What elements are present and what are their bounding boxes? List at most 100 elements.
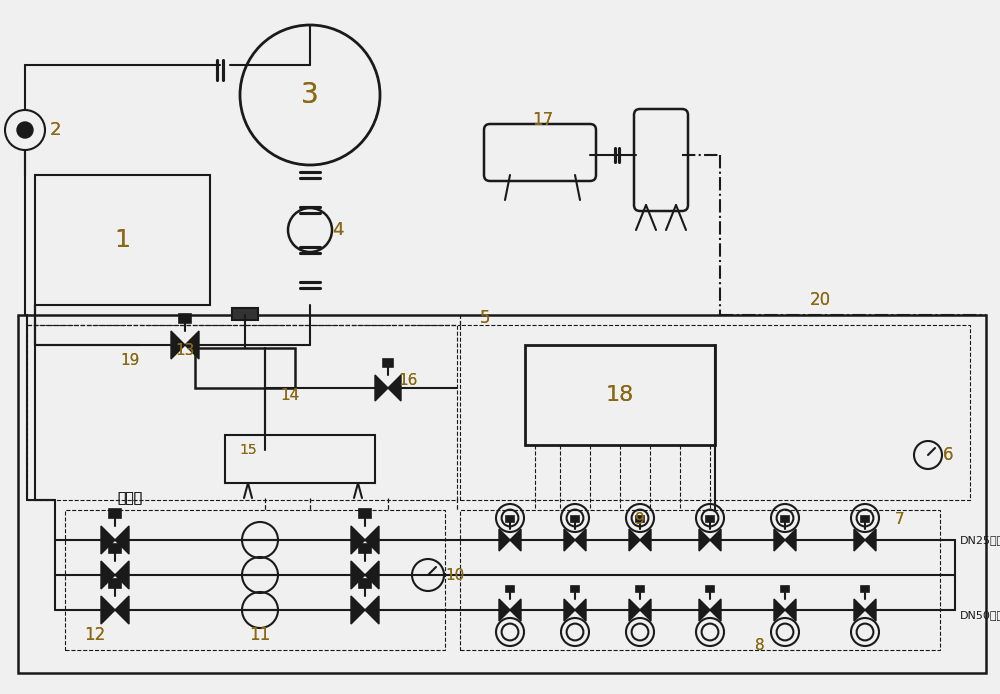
Text: 15: 15 <box>239 443 257 457</box>
Text: 16: 16 <box>398 373 418 387</box>
Polygon shape <box>785 599 796 621</box>
Text: 18: 18 <box>606 385 634 405</box>
Bar <box>861 586 869 593</box>
Text: 19: 19 <box>120 353 140 368</box>
Polygon shape <box>575 599 586 621</box>
Text: 4: 4 <box>332 221 344 239</box>
Text: 11: 11 <box>249 626 271 644</box>
Text: 2: 2 <box>49 121 61 139</box>
Polygon shape <box>351 561 365 589</box>
Bar <box>506 586 514 593</box>
Text: 1: 1 <box>114 228 130 252</box>
Text: 17: 17 <box>532 111 554 129</box>
Bar <box>571 516 579 523</box>
Circle shape <box>17 122 33 138</box>
Text: 8: 8 <box>755 638 765 652</box>
Polygon shape <box>865 599 876 621</box>
Bar <box>781 516 789 523</box>
Text: 回水箱: 回水箱 <box>117 491 143 505</box>
Text: 2: 2 <box>49 121 61 139</box>
Bar <box>359 544 371 552</box>
Polygon shape <box>365 526 379 554</box>
Text: 5: 5 <box>480 309 490 327</box>
Polygon shape <box>115 526 129 554</box>
Polygon shape <box>629 599 640 621</box>
Polygon shape <box>171 331 185 359</box>
Polygon shape <box>351 526 365 554</box>
Bar <box>506 516 514 523</box>
Text: 11: 11 <box>249 626 271 644</box>
Polygon shape <box>710 529 721 551</box>
Bar <box>460 325 970 500</box>
Bar <box>109 509 121 518</box>
Polygon shape <box>710 599 721 621</box>
Text: 13: 13 <box>175 343 195 357</box>
Polygon shape <box>564 599 575 621</box>
Polygon shape <box>629 529 640 551</box>
Text: DN50管线: DN50管线 <box>960 610 1000 620</box>
Text: 4: 4 <box>332 221 344 239</box>
Text: 5: 5 <box>480 309 490 327</box>
Text: 9: 9 <box>635 512 645 527</box>
Text: 回水箱: 回水箱 <box>117 491 143 505</box>
Text: 8: 8 <box>755 638 765 652</box>
Bar <box>460 510 940 650</box>
Bar <box>27 325 457 500</box>
Bar <box>525 345 715 445</box>
Polygon shape <box>388 375 401 401</box>
Polygon shape <box>499 599 510 621</box>
Text: 12: 12 <box>84 626 106 644</box>
Bar <box>636 516 644 523</box>
Polygon shape <box>699 529 710 551</box>
Bar <box>225 435 375 483</box>
Text: 3: 3 <box>301 81 319 109</box>
Polygon shape <box>365 561 379 589</box>
Polygon shape <box>365 596 379 624</box>
Polygon shape <box>351 596 365 624</box>
Text: 10: 10 <box>445 568 465 582</box>
Text: 13: 13 <box>175 343 195 357</box>
Text: 16: 16 <box>398 373 418 387</box>
Bar <box>18 315 986 673</box>
Text: 6: 6 <box>943 446 953 464</box>
Polygon shape <box>115 561 129 589</box>
Polygon shape <box>854 529 865 551</box>
Polygon shape <box>854 599 865 621</box>
Bar <box>359 509 371 518</box>
Polygon shape <box>499 529 510 551</box>
Bar <box>232 308 258 320</box>
Polygon shape <box>575 529 586 551</box>
Polygon shape <box>640 529 651 551</box>
Polygon shape <box>510 599 521 621</box>
Text: 10: 10 <box>445 568 465 582</box>
Text: 3: 3 <box>301 81 319 109</box>
Polygon shape <box>564 529 575 551</box>
Text: 15: 15 <box>239 443 257 457</box>
Bar <box>35 175 210 305</box>
Polygon shape <box>101 561 115 589</box>
Text: 19: 19 <box>120 353 140 368</box>
Text: 14: 14 <box>280 387 300 403</box>
Bar <box>179 314 191 323</box>
Polygon shape <box>699 599 710 621</box>
Polygon shape <box>774 529 785 551</box>
Bar <box>195 348 295 388</box>
Text: 12: 12 <box>84 626 106 644</box>
Bar <box>706 586 714 593</box>
Bar <box>383 359 393 367</box>
Text: DN25管线: DN25管线 <box>960 535 1000 545</box>
Polygon shape <box>375 375 388 401</box>
Text: 14: 14 <box>280 387 300 403</box>
Bar <box>109 544 121 552</box>
Bar <box>359 579 371 588</box>
Bar <box>636 586 644 593</box>
Polygon shape <box>774 599 785 621</box>
Polygon shape <box>101 596 115 624</box>
Bar <box>706 516 714 523</box>
Polygon shape <box>640 599 651 621</box>
Polygon shape <box>785 529 796 551</box>
Text: 9: 9 <box>635 512 645 527</box>
Polygon shape <box>185 331 199 359</box>
Bar <box>781 586 789 593</box>
Text: 7: 7 <box>895 512 905 527</box>
